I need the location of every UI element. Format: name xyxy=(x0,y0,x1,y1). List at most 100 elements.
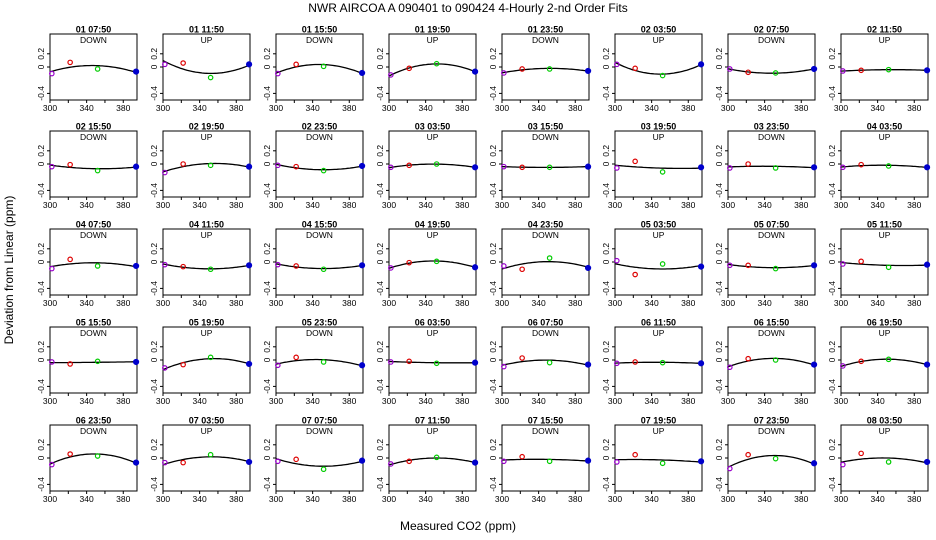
y-tick-label: -0.4 xyxy=(488,86,498,101)
x-tick-label: 300 xyxy=(269,103,283,113)
data-point xyxy=(245,458,253,466)
x-tick-label: 380 xyxy=(116,396,130,406)
x-tick-label: 300 xyxy=(43,200,57,210)
x-tick-label: 340 xyxy=(306,200,320,210)
panel-direction-label: DOWN xyxy=(80,230,107,240)
x-tick-label: 340 xyxy=(306,396,320,406)
data-point xyxy=(207,74,214,81)
y-tick-label: 0 xyxy=(714,161,724,166)
data-point xyxy=(388,265,394,271)
data-point xyxy=(358,362,366,369)
x-tick-label: 340 xyxy=(645,494,659,504)
fit-curve xyxy=(840,164,929,169)
y-tick-label: -0.4 xyxy=(36,281,46,296)
data-point xyxy=(546,66,553,72)
y-tick-label: 0.2 xyxy=(375,439,385,451)
y-tick-label: 0.2 xyxy=(262,145,272,157)
y-tick-label: 0 xyxy=(375,455,385,460)
x-tick-label: 300 xyxy=(156,494,170,504)
x-tick-label: 300 xyxy=(721,103,735,113)
panel-direction-label: DOWN xyxy=(306,230,333,240)
fit-curve xyxy=(388,163,477,169)
data-point xyxy=(49,163,55,170)
data-point xyxy=(67,256,73,263)
fit-curve xyxy=(840,358,929,368)
y-tick-label: -0.4 xyxy=(488,477,498,492)
panel-title: 07 03:50 xyxy=(189,416,225,426)
panel-direction-label: UP xyxy=(653,132,665,142)
fit-curve xyxy=(275,163,364,171)
y-tick-label: 0 xyxy=(488,64,498,69)
y-tick-label: 0 xyxy=(149,357,159,362)
panel-title: 01 15:50 xyxy=(302,25,338,35)
y-tick-label: 0 xyxy=(36,161,46,166)
x-tick-label: 300 xyxy=(269,298,283,308)
panel-direction-label: UP xyxy=(427,35,439,45)
y-tick-label: 0.2 xyxy=(375,243,385,255)
fit-curve xyxy=(388,360,476,364)
panel-title: 01 07:50 xyxy=(76,25,112,35)
data-point xyxy=(614,360,620,367)
x-tick-label: 300 xyxy=(382,103,396,113)
x-tick-label: 300 xyxy=(43,396,57,406)
data-point xyxy=(745,262,751,269)
y-tick-label: -0.4 xyxy=(375,86,385,101)
data-point xyxy=(275,458,281,465)
x-tick-label: 300 xyxy=(495,103,509,113)
data-point xyxy=(727,364,733,371)
x-tick-label: 380 xyxy=(907,103,921,113)
x-tick-label: 300 xyxy=(43,298,57,308)
x-tick-label: 340 xyxy=(645,396,659,406)
fit-curve xyxy=(275,458,364,467)
x-tick-label: 340 xyxy=(80,494,94,504)
data-point xyxy=(132,358,140,366)
panel-direction-label: DOWN xyxy=(532,132,559,142)
panel-title: 03 03:50 xyxy=(415,122,451,132)
panel-title: 02 23:50 xyxy=(302,122,338,132)
data-point xyxy=(501,70,507,76)
x-tick-label: 300 xyxy=(834,103,848,113)
fit-curve xyxy=(840,261,929,267)
x-tick-label: 380 xyxy=(568,298,582,308)
fit-curve xyxy=(501,359,590,367)
x-tick-label: 300 xyxy=(608,200,622,210)
x-tick-label: 340 xyxy=(306,298,320,308)
data-point xyxy=(245,163,253,170)
panel-title: 06 07:50 xyxy=(528,318,564,328)
fit-curve xyxy=(727,357,816,368)
y-tick-label: 0.2 xyxy=(36,341,46,353)
data-point xyxy=(275,261,281,268)
x-tick-label: 340 xyxy=(419,298,433,308)
x-tick-label: 300 xyxy=(156,200,170,210)
panel-direction-label: DOWN xyxy=(80,35,107,45)
data-point xyxy=(132,68,140,75)
x-tick-label: 300 xyxy=(495,396,509,406)
data-point xyxy=(840,164,846,171)
y-tick-label: -0.4 xyxy=(375,379,385,394)
panel-title: 05 11:50 xyxy=(867,220,902,230)
y-tick-label: 0 xyxy=(262,357,272,362)
fit-curve xyxy=(49,164,138,170)
y-tick-label: -0.4 xyxy=(714,379,724,394)
chart-title: NWR AIRCOA A 090401 to 090424 4-Hourly 2… xyxy=(308,1,628,15)
y-tick-label: 0.2 xyxy=(149,48,159,60)
data-point xyxy=(132,262,140,270)
data-point xyxy=(207,354,214,361)
y-tick-label: 0 xyxy=(827,259,837,264)
data-point xyxy=(727,465,733,472)
panel-title: 05 03:50 xyxy=(641,220,677,230)
y-tick-label: -0.4 xyxy=(601,281,611,296)
fit-curve xyxy=(614,164,703,170)
x-tick-label: 300 xyxy=(495,200,509,210)
panel-title: 02 15:50 xyxy=(76,122,112,132)
data-point xyxy=(584,457,592,464)
panel-title: 04 23:50 xyxy=(528,220,564,230)
data-point xyxy=(320,167,327,174)
data-point xyxy=(67,161,73,168)
data-point xyxy=(388,359,394,365)
y-tick-label: 0 xyxy=(36,259,46,264)
data-point xyxy=(132,459,140,466)
